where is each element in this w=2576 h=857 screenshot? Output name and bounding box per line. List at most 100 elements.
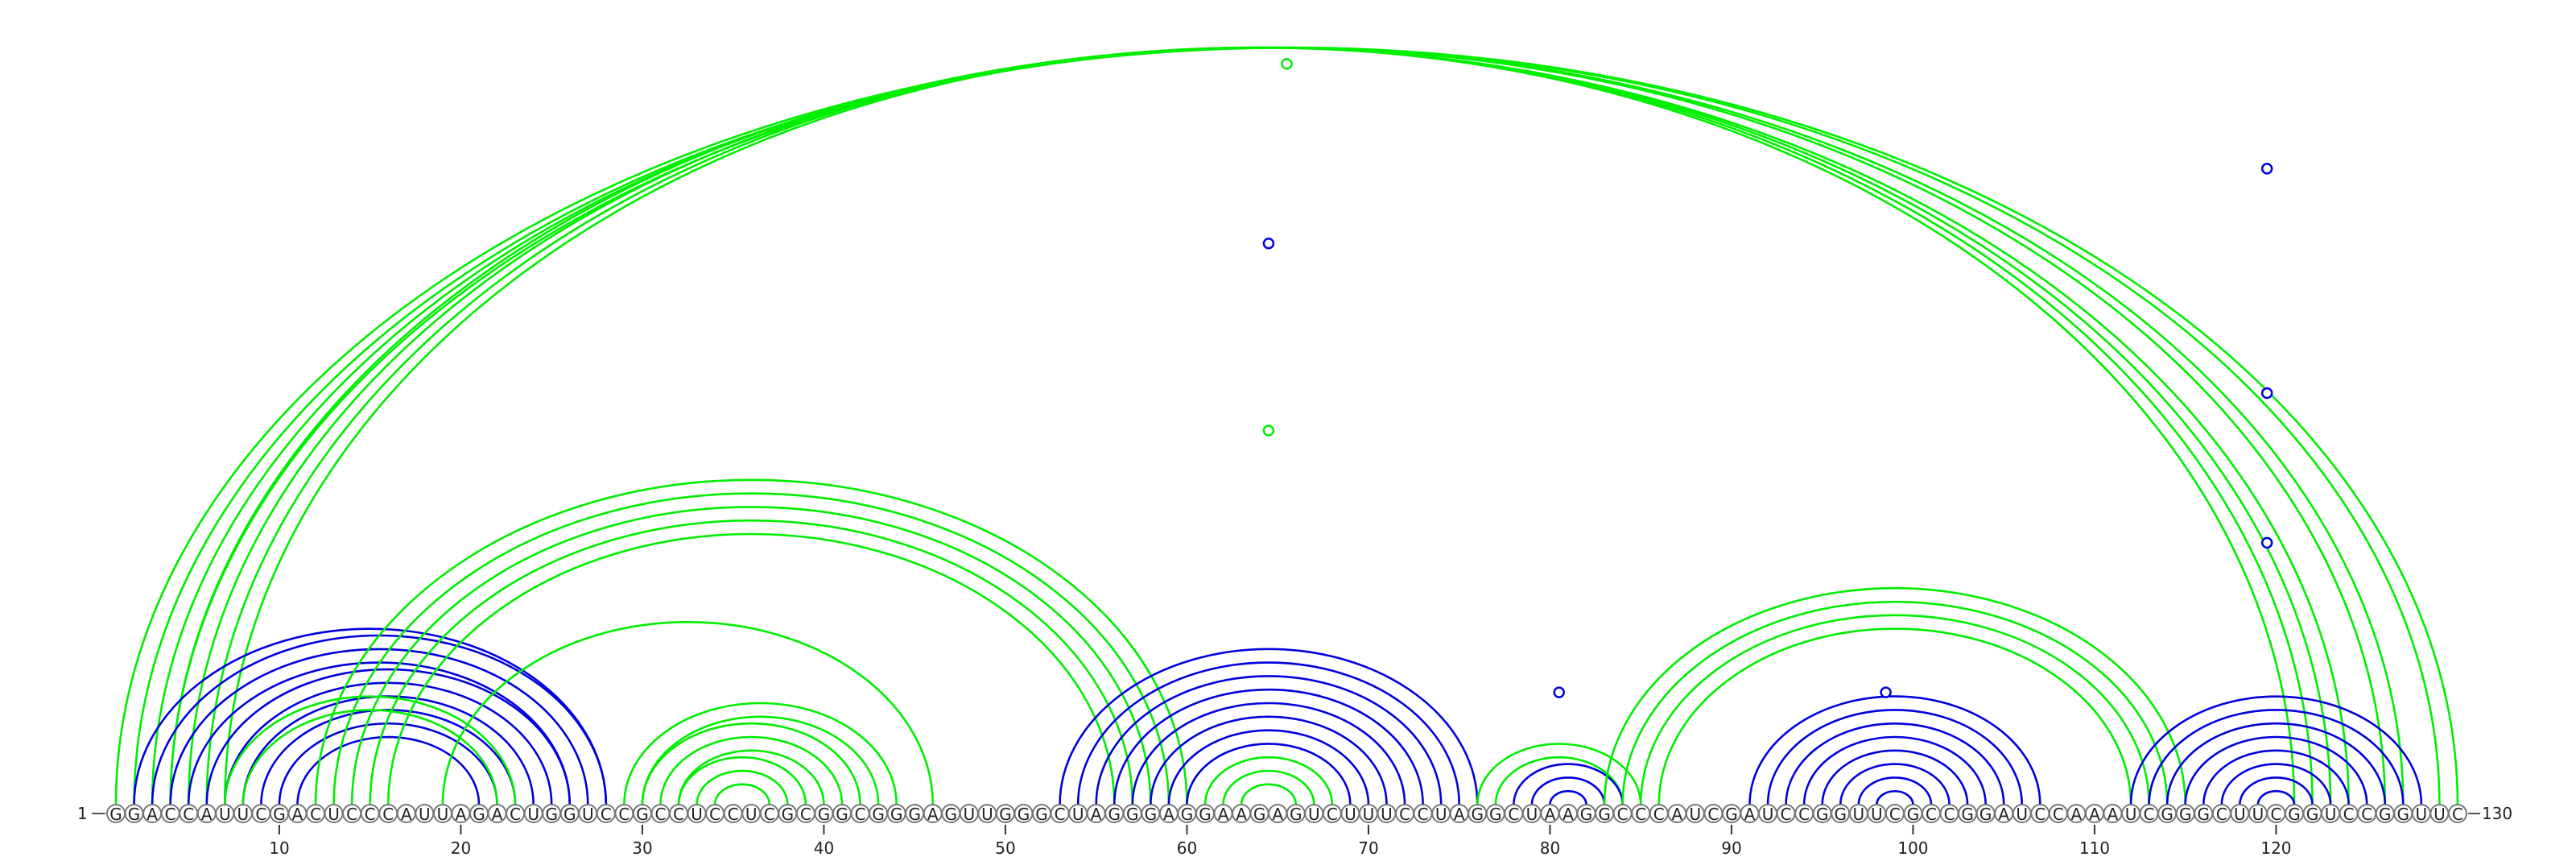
base-pair-arc [1222,769,1315,805]
nucleotide-letter: C [673,805,684,824]
base-pair-arc [369,519,1134,805]
nucleotide: C [1649,804,1669,824]
nucleotide-letter: C [2216,805,2227,824]
nucleotide: U [741,804,762,824]
nucleotide: U [1358,804,1378,824]
nucleotide-letter: A [1671,805,1682,824]
base-pair-arc [1785,722,2005,805]
nucleotide: C [2211,804,2231,824]
nucleotide-letter: G [2179,805,2192,824]
nucleotide-letter: G [2306,805,2319,824]
base-pair-arc [2220,763,2332,805]
base-pair-arc [1131,702,1406,805]
tick-label: 110 [2079,838,2110,857]
nucleotide-letter: G [1580,805,1593,824]
nucleotide: G [2285,804,2304,824]
base-pair-arc [224,46,2296,805]
nucleotide: G [2375,804,2395,824]
nucleotide: G [1595,804,1615,824]
nucleotide: U [324,804,344,824]
tick-label: 90 [1721,838,1741,857]
base-pair-arc [1076,661,1460,805]
pair-marker [2260,387,2273,400]
nucleotide: A [1667,804,1687,824]
nucleotide: A [1213,804,1233,824]
nucleotide: C [1050,804,1070,824]
base-pair-arc [1766,709,2024,805]
base-pair-arc [224,695,517,805]
nucleotide: U [1521,804,1542,824]
nucleotide-letter: C [2270,805,2281,824]
nucleotide: U [578,804,598,824]
nucleotide: C [160,804,180,824]
nucleotide-letter: C [709,805,720,824]
nucleotide: A [2084,804,2104,824]
base-pair-arc [1167,729,1370,805]
nucleotide: U [1758,804,1778,824]
nucleotide: C [1885,804,1905,824]
nucleotide-letter: C [346,805,357,824]
nucleotide-letter: C [1418,805,1429,824]
nucleotide-letter: U [964,805,976,824]
nucleotide-letter: G [473,805,485,824]
nucleotide: U [1377,804,1397,824]
base-pair-arc [169,46,2387,805]
tick-label: 30 [632,838,652,857]
nucleotide-letter: C [728,805,739,824]
nucleotide-letter: G [1472,805,1484,824]
nucleotide: U [415,804,435,824]
nucleotide: A [923,804,943,824]
base-pair-arc [1876,789,1914,805]
nucleotide: G [941,804,961,824]
nucleotide: G [1485,804,1505,824]
base-pair-arc [441,620,935,805]
nucleotide-letter: U [981,805,993,824]
nucleotide-letter: G [273,805,286,824]
nucleotide: G [2175,804,2195,824]
nucleotide: G [2393,804,2413,824]
nucleotide-letter: A [1998,805,2009,824]
nucleotide-letter: A [1454,805,1465,824]
pair-markers [1262,58,2273,698]
nucleotide-letter: A [1236,805,1247,824]
tick-label: 10 [269,838,289,857]
tick-label: 70 [1358,838,1378,857]
nucleotide-letter: U [437,805,449,824]
pair-marker [2260,163,2273,175]
nucleotide-letter: A [201,805,213,824]
base-pair-arc [696,769,789,805]
nucleotide-letter: U [527,805,539,824]
nucleotide: U [1340,804,1360,824]
nucleotide-letter: A [2107,805,2119,824]
nucleotide-letter: G [1725,805,1738,824]
nucleotide-letter: C [800,805,811,824]
nucleotide: A [2103,804,2123,824]
nucleotide: C [506,804,526,824]
nucleotide-letter: C [2361,805,2372,824]
nucleotide: G [2194,804,2214,824]
nucleotide: C [1939,804,1959,824]
nucleotide-letter: U [1344,805,1356,824]
base-pair-arc [1857,776,1933,805]
nucleotide: C [306,804,326,824]
nucleotide-letter: G [1598,805,1611,824]
base-pair-arc [641,722,861,805]
nucleotide-letter: G [2379,805,2392,824]
tick-label: 80 [1540,838,1560,857]
nucleotide: C [1631,804,1651,824]
base-pair-arc [278,722,498,805]
base-pair-arc [1095,675,1443,805]
nucleotide: G [1812,804,1832,824]
base-pair-arc [1513,763,1624,805]
nucleotide: C [1612,804,1633,824]
base-pair-arc [1748,695,2041,805]
nucleotide: A [1994,804,2014,824]
nucleotide: G [1177,804,1197,824]
base-pair-arc [296,735,481,805]
nucleotide-letter: A [1218,805,1229,824]
base-pair-arc [350,506,1152,805]
nucleotide: C [1794,804,1814,824]
nucleotide-letter: G [1018,805,1030,824]
nucleotide-letter: A [456,805,467,824]
base-pair-arc [205,668,572,805]
